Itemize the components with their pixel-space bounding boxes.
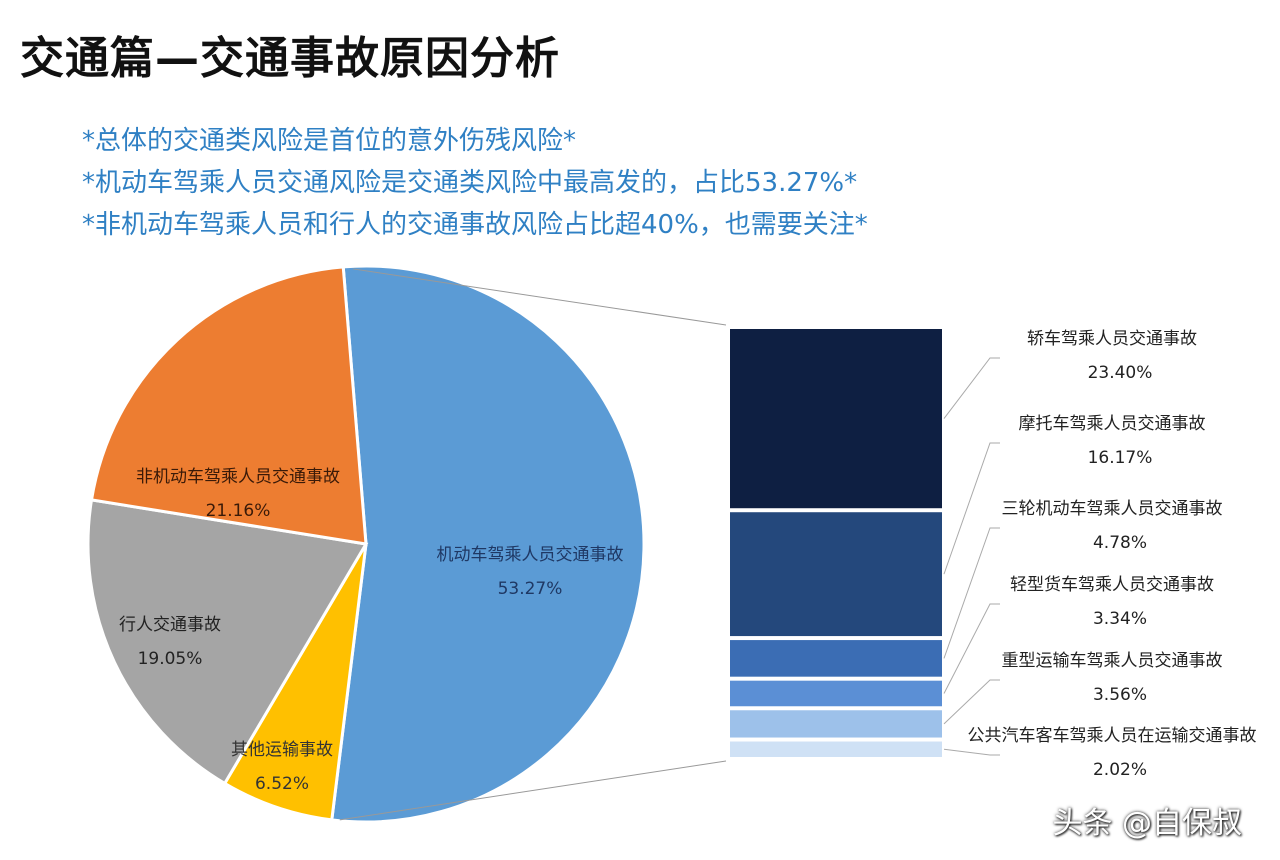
leader-line: [943, 442, 1000, 575]
bar-segment-value: 16.17%: [1088, 448, 1153, 468]
bar-segment-label: 三轮机动车驾乘人员交通事故: [1002, 499, 1223, 519]
pie-slice-label: 非机动车驾乘人员交通事故: [136, 467, 340, 487]
watermark: 头条 @自保叔: [1052, 806, 1242, 841]
bar-segment: [730, 329, 942, 509]
bar-segment-label: 重型运输车驾乘人员交通事故: [1002, 651, 1223, 671]
leader-line: [943, 748, 1000, 756]
pie-slice-value: 53.27%: [498, 579, 563, 599]
leader-line: [943, 527, 1000, 659]
pie-slice-value: 21.16%: [206, 501, 271, 521]
bar-segment-label: 公共汽车客车驾乘人员在运输交通事故: [968, 726, 1257, 746]
subtitle-line-2: *机动车驾乘人员交通风险是交通类风险中最高发的，占比53.27%*: [82, 168, 858, 198]
pie-slice: [89, 265, 368, 546]
bar-segment: [730, 640, 942, 677]
bar-segment-value: 4.78%: [1093, 533, 1147, 553]
pie-slice: [330, 264, 646, 824]
bar-segment-label: 轻型货车驾乘人员交通事故: [1010, 575, 1214, 595]
pie-slice: [86, 498, 369, 786]
bar-segment: [730, 710, 942, 738]
bar-segment-value: 2.02%: [1093, 760, 1147, 780]
pie-slice-value: 6.52%: [255, 774, 309, 794]
bar-segment: [730, 512, 942, 637]
bar-segment-value: 3.34%: [1093, 609, 1147, 629]
pie-slice-value: 19.05%: [138, 649, 203, 669]
bar-segment-value: 23.40%: [1088, 363, 1153, 383]
subtitle-line-3: *非机动车驾乘人员和行人的交通事故风险占比超40%，也需要关注*: [82, 210, 868, 240]
pie-slice: [222, 543, 368, 822]
bar-segment-label: 摩托车驾乘人员交通事故: [1019, 414, 1206, 434]
leader-line: [943, 357, 1000, 419]
leader-line: [943, 603, 1000, 694]
connector-line: [353, 268, 727, 326]
pie-slice-label: 其他运输事故: [231, 740, 333, 760]
pie-slice-label: 机动车驾乘人员交通事故: [437, 545, 624, 565]
connector-line: [339, 760, 727, 821]
bar-segment: [730, 741, 942, 757]
bar-segment-value: 3.56%: [1093, 685, 1147, 705]
leader-line: [943, 679, 1000, 725]
pie-slice-label: 行人交通事故: [119, 615, 221, 635]
bar-segment: [730, 680, 942, 707]
subtitle-line-1: *总体的交通类风险是首位的意外伤残风险*: [82, 126, 577, 156]
page-title: 交通篇—交通事故原因分析: [20, 33, 560, 84]
bar-segment-label: 轿车驾乘人员交通事故: [1027, 329, 1197, 349]
